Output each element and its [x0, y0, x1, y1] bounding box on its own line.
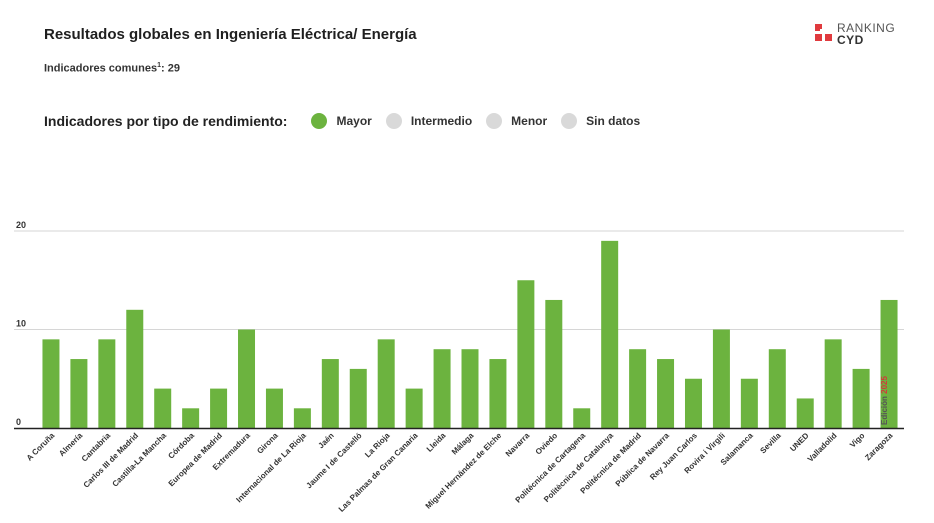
- legend-label: Menor: [511, 114, 548, 128]
- legend-dot-icon: [561, 113, 578, 129]
- x-tick-label: Sevilla: [758, 431, 783, 456]
- edition-label: Edición 2025: [880, 376, 889, 425]
- legend-dot-icon: [311, 113, 328, 129]
- subtitle-prefix: Indicadores comunes: [44, 62, 158, 75]
- x-tick-label: La Rioja: [363, 431, 392, 460]
- x-tick-label: Almería: [57, 431, 85, 459]
- subtitle-footnote-mark: 1: [157, 62, 161, 69]
- bar: [154, 388, 172, 428]
- bar: [880, 299, 898, 428]
- legend-dot-icon: [385, 113, 402, 129]
- bar: [489, 359, 507, 428]
- bar: [796, 398, 814, 428]
- bar: [712, 329, 730, 428]
- chart-subtitle: Indicadores comunes1: 29: [44, 62, 180, 75]
- bar: [377, 339, 395, 428]
- logo-line1: RANKING: [837, 21, 896, 35]
- y-tick-label: 10: [16, 319, 26, 329]
- bar: [321, 359, 339, 428]
- logo-line2: CYD: [837, 33, 864, 47]
- bar: [42, 339, 60, 428]
- bar: [182, 408, 200, 428]
- legend: Indicadores por tipo de rendimiento: May…: [44, 110, 654, 132]
- bar: [768, 349, 786, 428]
- bar: [70, 359, 88, 428]
- subtitle-value: : 29: [161, 62, 180, 75]
- x-tick-label: Lleida: [425, 431, 448, 454]
- bar: [629, 349, 647, 428]
- x-tick-label: Jaume I de Castelló: [304, 431, 363, 490]
- legend-item-intermedio[interactable]: Intermedio: [385, 113, 473, 129]
- legend-dot-icon: [486, 113, 503, 129]
- bar: [852, 368, 870, 428]
- legend-caption: Indicadores por tipo de rendimiento:: [44, 113, 288, 129]
- bar: [657, 359, 675, 428]
- bar: [126, 309, 144, 428]
- y-tick-label: 20: [16, 220, 26, 230]
- x-tick-label: Jaén: [316, 431, 335, 450]
- edition-text: Edición: [880, 396, 889, 425]
- bar: [349, 368, 367, 428]
- legend-label: Intermedio: [410, 114, 473, 128]
- bar: [740, 378, 758, 428]
- bar: [573, 408, 591, 428]
- legend-item-sin-datos[interactable]: Sin datos: [561, 113, 640, 129]
- logo-mark-icon: [815, 24, 833, 42]
- bar: [601, 240, 619, 428]
- bar: [238, 329, 256, 428]
- legend-item-menor[interactable]: Menor: [486, 113, 547, 129]
- x-tick-label: UNED: [788, 431, 811, 454]
- x-tick-label: Castilla-La Mancha: [111, 431, 169, 489]
- ranking-cyd-logo: RANKING CYD: [815, 21, 905, 47]
- x-tick-label: Málaga: [450, 431, 476, 457]
- x-tick-label: Valladolid: [806, 431, 839, 464]
- chart-title: Resultados globales en Ingeniería Eléctr…: [44, 26, 417, 43]
- y-tick-label: 0: [16, 417, 21, 427]
- legend-item-mayor[interactable]: Mayor: [311, 113, 372, 129]
- legend-label: Mayor: [336, 114, 372, 128]
- x-tick-label: Navarra: [504, 431, 532, 459]
- edition-year: 2025: [880, 376, 889, 394]
- bar: [210, 388, 228, 428]
- bar: [433, 349, 451, 428]
- bar: [824, 339, 842, 428]
- x-tick-label: Rey Juan Carlos: [648, 431, 699, 482]
- bar: [293, 408, 311, 428]
- bar: [517, 280, 535, 428]
- bar: [461, 349, 479, 428]
- bar: [265, 388, 283, 428]
- x-tick-label: Europea de Madrid: [167, 431, 224, 488]
- legend-label: Sin datos: [586, 114, 641, 128]
- x-tick-label: Zaragoza: [863, 431, 895, 463]
- bar: [405, 388, 423, 428]
- x-tick-label: Vigo: [848, 431, 867, 450]
- x-tick-label: Girona: [255, 431, 280, 456]
- bar: [684, 378, 702, 428]
- bar: [545, 299, 563, 428]
- bar: [98, 339, 116, 428]
- x-tick-label: A Coruña: [25, 431, 57, 463]
- x-tick-label: Oviedo: [534, 431, 560, 457]
